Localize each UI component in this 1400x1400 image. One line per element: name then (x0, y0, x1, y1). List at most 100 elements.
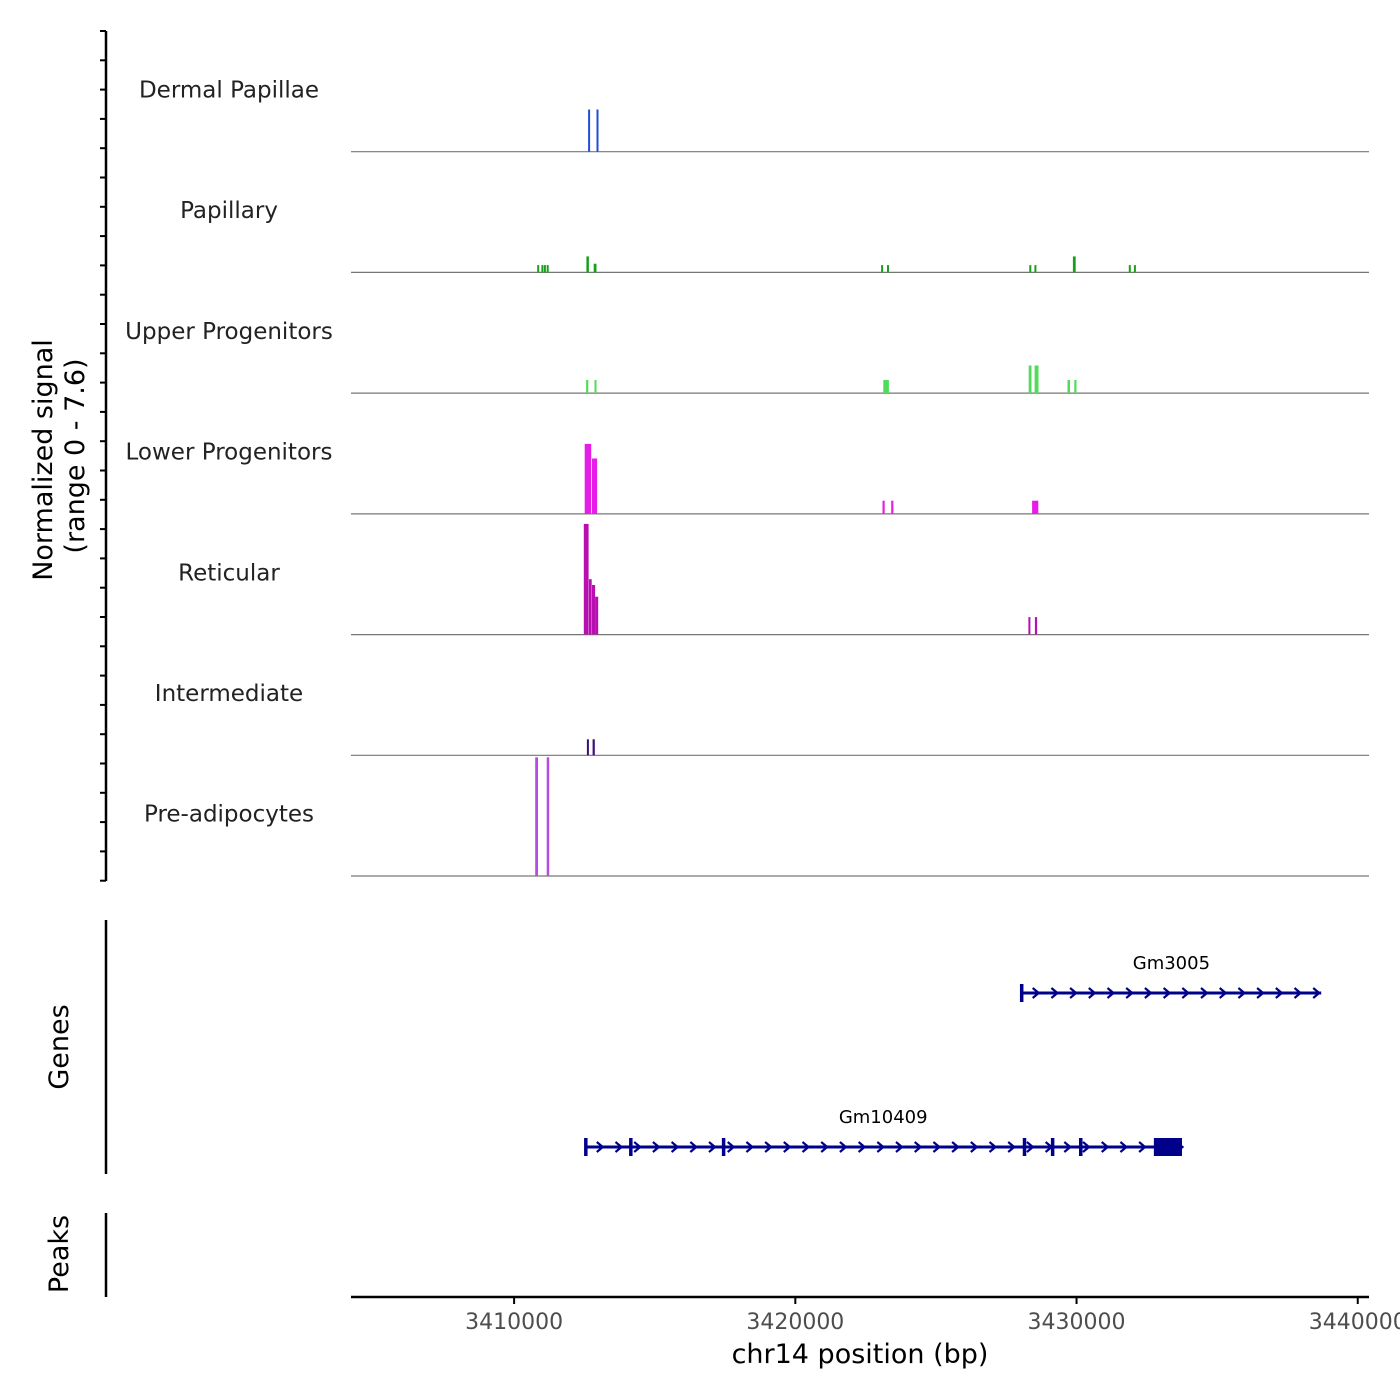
signal-peak (1034, 365, 1039, 394)
signal-peak (592, 458, 598, 514)
strand-arrow (1162, 987, 1172, 999)
genes-panel: Genes Gm3005 Gm10409 (44, 920, 1322, 1174)
track-label: Reticular (178, 560, 280, 586)
strand-arrow (1218, 987, 1228, 999)
track-label: Dermal Papillae (139, 77, 319, 103)
strand-arrow (783, 1141, 792, 1153)
strand-arrow (1237, 987, 1247, 999)
signal-peak (546, 757, 550, 876)
strand-arrow (1125, 987, 1134, 999)
strand-arrow (1181, 987, 1191, 999)
signal-peak (1072, 256, 1076, 273)
x-axis: 3410000 3420000 3430000 3440000 chr14 posit… (351, 1295, 1400, 1370)
strand-arrow (1007, 1141, 1016, 1153)
strand-arrow (614, 1141, 624, 1153)
strand-arrow (820, 1141, 829, 1153)
strand-arrow (1144, 987, 1153, 999)
coding-exon-block (1153, 1138, 1182, 1156)
signal-peak (882, 500, 885, 514)
signal-peak (1034, 265, 1037, 273)
strand-arrow (932, 1141, 942, 1153)
strand-arrow (1063, 1141, 1073, 1153)
strand-arrow (1200, 987, 1209, 999)
signal-peak (891, 500, 894, 514)
signal-peak (541, 265, 544, 273)
track-label: Pre-adipocytes (144, 802, 314, 828)
x-tick-label: 3430000 (1028, 1310, 1126, 1335)
signal-peak (1133, 265, 1136, 273)
strand-arrow (988, 1141, 998, 1153)
signal-peak (593, 263, 597, 273)
x-tick-label: 3420000 (746, 1310, 844, 1335)
signal-peak (596, 109, 599, 152)
strand-arrow (670, 1141, 680, 1153)
strand-arrow (596, 1141, 605, 1153)
strand-arrow (1138, 1141, 1147, 1153)
signal-peak (592, 739, 595, 756)
strand-arrow (1031, 987, 1041, 999)
signal-peak (1034, 617, 1038, 635)
strand-arrow (745, 1141, 755, 1153)
track-upper-progenitors: Upper Progenitors (125, 319, 1369, 394)
strand-arrow (913, 1141, 923, 1153)
signal-peak (586, 739, 589, 756)
x-tick-label: 3410000 (465, 1310, 563, 1335)
strand-arrow (633, 1141, 642, 1153)
signal-peak (594, 380, 597, 394)
strand-arrow (1275, 987, 1284, 999)
signal-peak (881, 265, 884, 273)
signal-peak (887, 265, 889, 273)
signal-peak (543, 265, 546, 273)
track-papillary: Papillary (180, 198, 1369, 273)
gene-label: Gm10409 (839, 1107, 928, 1128)
strand-arrow (764, 1141, 773, 1153)
strand-arrow (1082, 1141, 1091, 1153)
signal-peak (586, 256, 589, 273)
strand-arrow (951, 1141, 960, 1153)
signal-peak (583, 523, 589, 635)
signal-peak (1029, 265, 1032, 273)
track-reticular: Reticular (178, 523, 1369, 636)
track-pre-adipocytes: Pre-adipocytes (144, 757, 1369, 877)
signal-peak (592, 585, 596, 635)
strand-arrow (708, 1141, 717, 1153)
strand-arrow (895, 1141, 904, 1153)
strand-arrow (801, 1141, 811, 1153)
signal-peak (537, 265, 540, 273)
signal-axis-title-line2: (range 0 - 7.6) (60, 358, 91, 553)
signal-peak (1074, 380, 1077, 394)
signal-peak (1128, 265, 1131, 273)
strand-arrow (689, 1141, 699, 1153)
signal-peak (1067, 380, 1070, 394)
strand-arrow (1050, 987, 1060, 999)
gene-annotations: Gm3005 Gm10409 (584, 953, 1322, 1156)
strand-arrow (1026, 1141, 1035, 1153)
strand-arrow (652, 1141, 661, 1153)
strand-arrow (1106, 987, 1116, 999)
strand-arrow (1069, 987, 1078, 999)
strand-arrow (1119, 1141, 1129, 1153)
signal-peak (595, 596, 599, 635)
gene-gm10409: Gm10409 (584, 1107, 1185, 1156)
x-axis-ticks: 3410000 3420000 3430000 3440000 (465, 1297, 1400, 1335)
signal-peak (586, 380, 589, 394)
track-label: Lower Progenitors (126, 440, 333, 466)
strand-arrow (839, 1141, 848, 1153)
track-label: Upper Progenitors (125, 319, 333, 345)
signal-peak (1028, 617, 1031, 635)
genes-panel-label: Genes (44, 1004, 75, 1089)
coverage-tracks: Dermal Papillae Papillary Upper Progenitor… (125, 77, 1369, 877)
peaks-panel-label: Peaks (44, 1215, 75, 1293)
signal-axis-title-line1: Normalized signal (28, 339, 59, 581)
track-label: Papillary (180, 198, 278, 224)
signal-panel: Normalized signal (range 0 - 7.6) Dermal… (28, 30, 1369, 882)
strand-arrow (857, 1141, 867, 1153)
strand-arrow (970, 1141, 979, 1153)
signal-peak (588, 109, 591, 152)
x-tick-label: 3440000 (1309, 1310, 1400, 1335)
signal-y-ticks (100, 30, 106, 882)
signal-peak (883, 380, 889, 394)
strand-arrow (1100, 1141, 1110, 1153)
strand-arrow (1312, 987, 1321, 999)
